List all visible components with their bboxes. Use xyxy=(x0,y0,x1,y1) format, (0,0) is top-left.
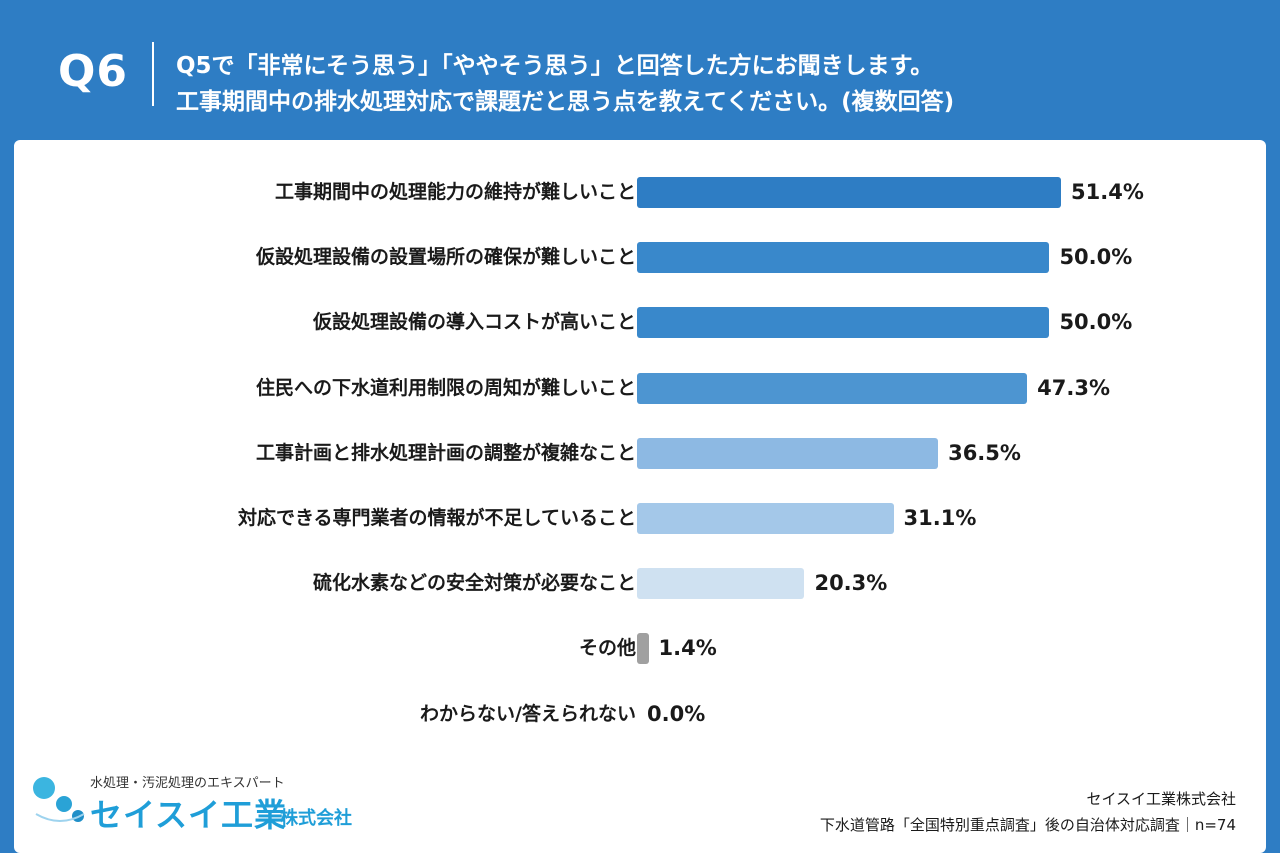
chart-row: 対応できる専門業者の情報が不足していること 31.1% xyxy=(14,498,1266,538)
water-drop-logo-icon xyxy=(33,777,85,822)
source-company: セイスイ工業株式会社 xyxy=(1086,790,1236,808)
question-text-line1: Q5で「非常にそう思う」「ややそう思う」と回答した方にお聞きします。 xyxy=(176,53,934,79)
chart-row: 硫化水素などの安全対策が必要なこと 20.3% xyxy=(14,563,1266,603)
category-label: 仮設処理設備の設置場所の確保が難しいこと xyxy=(255,246,636,269)
logo-tagline: 水処理・汚泥処理のエキスパート xyxy=(90,776,285,791)
question-text-line2: 工事期間中の排水処理対応で課題だと思う点を教えてください。(複数回答) xyxy=(176,89,955,115)
chart-row: その他 1.4% xyxy=(14,628,1266,668)
category-label: わからない/答えられない xyxy=(420,702,636,725)
bar xyxy=(637,568,805,600)
source-note: セイスイ工業株式会社 下水道管路「全国特別重点調査」後の自治体対応調査｜n=74 xyxy=(820,786,1236,838)
value-label: 31.1% xyxy=(903,506,977,530)
chart-row: 工事計画と排水処理計画の調整が複雑なこと 36.5% xyxy=(14,433,1266,473)
category-label: 対応できる専門業者の情報が不足していること xyxy=(237,507,636,529)
question-divider xyxy=(152,42,154,106)
bar xyxy=(637,372,1028,404)
logo-name: セイスイ工業 xyxy=(90,796,288,834)
value-label: 51.4% xyxy=(1071,180,1144,204)
value-label: 20.3% xyxy=(814,571,888,596)
category-label: 硫化水素などの安全対策が必要なこと xyxy=(312,572,636,595)
chart-row: 仮設処理設備の導入コストが高いこと 50.0% xyxy=(14,302,1266,342)
chart-row: 住民への下水道利用制限の周知が難しいこと 47.3% xyxy=(14,368,1266,408)
bar xyxy=(637,437,939,469)
category-label: その他 xyxy=(578,637,636,660)
bar xyxy=(637,177,1061,208)
source-survey: 下水道管路「全国特別重点調査」後の自治体対応調査｜n=74 xyxy=(819,816,1236,834)
header: Q6 Q5で「非常にそう思う」「ややそう思う」と回答した方にお聞きします。 工事… xyxy=(0,0,1280,140)
value-label: 50.0% xyxy=(1059,245,1133,270)
chart-panel: 工事期間中の処理能力の維持が難しいこと 51.4% 仮設処理設備の設置場所の確保が難… xyxy=(14,140,1266,853)
value-label: 36.5% xyxy=(948,440,1021,465)
value-label: 47.3% xyxy=(1037,375,1111,400)
company-logo: 水処理・汚泥処理のエキスパート セイスイ工業 株式会社 xyxy=(30,770,390,840)
chart-row: わからない/答えられない 0.0% xyxy=(14,694,1266,734)
chart-row: 仮設処理設備の設置場所の確保が難しいこと 50.0% xyxy=(14,237,1266,277)
bar xyxy=(637,633,649,665)
bar xyxy=(637,242,1050,274)
logo-suffix: 株式会社 xyxy=(280,808,352,829)
bar xyxy=(637,307,1050,339)
chart-row: 工事期間中の処理能力の維持が難しいこと 51.4% xyxy=(14,172,1266,212)
category-label: 仮設処理設備の導入コストが高いこと xyxy=(312,311,636,334)
value-label: 50.0% xyxy=(1059,310,1133,335)
category-label: 住民への下水道利用制限の周知が難しいこと xyxy=(255,376,636,399)
bar xyxy=(637,503,894,534)
value-label: 0.0% xyxy=(647,701,706,726)
category-label: 工事計画と排水処理計画の調整が複雑なこと xyxy=(255,441,636,464)
question-number: Q6 xyxy=(58,46,129,97)
value-label: 1.4% xyxy=(658,636,717,661)
category-label: 工事期間中の処理能力の維持が難しいこと xyxy=(274,181,636,203)
